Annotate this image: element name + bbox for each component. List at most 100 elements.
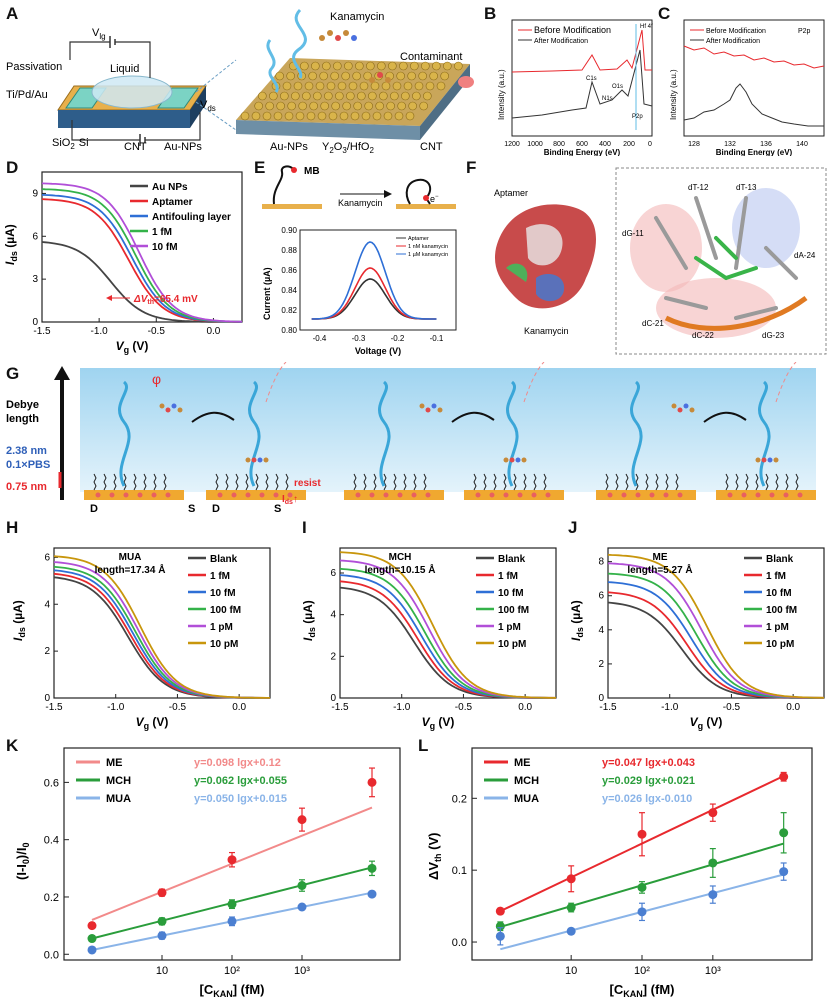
xtick-label: 0.0 — [206, 326, 220, 337]
substrate-edge — [190, 86, 206, 128]
au-nanoparticle — [254, 101, 263, 111]
ytick-label: 4 — [44, 599, 50, 610]
transfer-chart-j: -1.5 -1.0 -0.5 0.0 0 2 4 6 8 Blank 1 fM 10 fM 100 fM… — [569, 547, 825, 731]
au-nanoparticle — [440, 71, 449, 81]
peak-c1s: C1s — [586, 76, 597, 82]
delta-vth-label: ΔVth=65.4 mV — [133, 294, 198, 306]
charge-dot — [273, 492, 279, 498]
data-point — [227, 916, 237, 926]
charge-dot — [797, 492, 803, 498]
residue-label: dC-21 — [642, 319, 664, 328]
xtick-label: 0.0 — [232, 702, 246, 713]
electron-label: e− — [430, 194, 439, 204]
charge-dot — [635, 492, 641, 498]
chart-subtitle: length=10.15 Å — [365, 563, 436, 576]
xtick-label: 10 — [565, 965, 577, 977]
xtick: 140 — [796, 141, 808, 148]
au-nanoparticle — [273, 111, 283, 121]
fit-equation: y=0.029 lgx+0.021 — [602, 775, 695, 787]
legend-label: 10 fM — [498, 588, 524, 599]
charge-dot — [531, 492, 537, 498]
blocker-chain — [755, 473, 759, 491]
data-point — [566, 874, 576, 884]
xtick-label: 0.0 — [518, 702, 532, 713]
legend-before: Before Modification — [534, 25, 611, 35]
au-nanoparticle — [359, 81, 369, 91]
legend-label: Aptamer — [408, 236, 429, 242]
au-nanoparticle — [322, 61, 331, 71]
peak-o1s: O1s — [612, 84, 623, 90]
binding-arrow — [191, 411, 235, 423]
source-label-2: S — [274, 503, 281, 515]
charge-dot — [95, 492, 101, 498]
y-axis-label: ΔVth (V) — [426, 833, 443, 880]
legend-label: Antifouling layer — [152, 212, 231, 223]
series-line — [53, 555, 270, 699]
au-nanoparticle — [339, 111, 349, 121]
au-nanoparticle — [319, 71, 328, 81]
mb-label: MB — [304, 166, 320, 177]
data-point — [297, 815, 307, 825]
bound-kanamycin — [509, 457, 515, 463]
legend-label: MUA — [106, 793, 131, 805]
legend-label: Aptamer — [152, 197, 193, 208]
free-kanamycin — [425, 407, 431, 413]
y-axis-label: Ids (µA) — [569, 600, 585, 641]
blocker-chain — [235, 473, 239, 491]
blocker-chain — [645, 473, 649, 491]
ytick-label: 0 — [598, 693, 604, 704]
data-point — [566, 926, 576, 936]
au-nanoparticle — [366, 61, 375, 71]
au-nanoparticle — [375, 101, 384, 111]
potential-curve — [775, 362, 797, 403]
charge-dot — [109, 492, 115, 498]
au-nanoparticle — [240, 111, 250, 121]
au-nanoparticle — [333, 61, 342, 71]
charge-dot — [383, 492, 389, 498]
bound-kanamycin — [773, 457, 779, 463]
xtick: 132 — [724, 141, 736, 148]
au-nanoparticle — [403, 81, 413, 91]
chart-subtitle: length=17.34 Å — [95, 563, 166, 576]
fit-equation: y=0.050 lgx+0.015 — [194, 793, 287, 805]
legend-label: Blank — [766, 554, 794, 565]
blocker-chain — [735, 473, 739, 491]
legend-label: 100 fM — [498, 605, 529, 616]
au-nanoparticle — [344, 61, 353, 71]
panel-label-c: C — [658, 4, 671, 23]
gate-block — [344, 490, 444, 500]
legend-after: After Modification — [706, 38, 760, 45]
ytick-label: 0 — [44, 693, 50, 704]
electrochem-chart: MB Kanamycin e− -0.4 -0.3 -0.2 -0.1 0.80 0.82… — [262, 165, 457, 356]
au-nanoparticle — [379, 91, 388, 101]
au-nanoparticle — [423, 91, 432, 101]
y-axis-label: (I-I0)/I0 — [14, 843, 31, 880]
phi-label: φ — [152, 371, 161, 387]
vds-label: Vds — [200, 99, 216, 113]
au-nanoparticle — [399, 61, 408, 71]
gate-block — [84, 490, 184, 500]
data-point — [708, 890, 718, 900]
au-nanoparticle — [353, 101, 362, 111]
au-nanoparticle — [419, 101, 428, 111]
vds-wire — [71, 120, 140, 141]
panel-label-j: J — [568, 518, 578, 537]
blocker-chain — [265, 473, 269, 491]
data-point — [495, 931, 505, 941]
legend-label: 100 fM — [766, 605, 797, 616]
kanamycin-label: Kanamycin — [338, 198, 383, 208]
data-point — [779, 828, 789, 838]
bound-kanamycin — [257, 457, 263, 463]
y-axis-label: Ids (µA) — [301, 600, 317, 641]
au-nanoparticle — [300, 61, 309, 71]
au-nanoparticle — [397, 101, 406, 111]
au-nanoparticle — [313, 91, 322, 101]
kanamycin-label: Kanamycin — [524, 326, 569, 336]
bound-kanamycin — [263, 457, 269, 463]
peak-p2p: P2p — [632, 114, 643, 120]
charge-dot — [727, 492, 733, 498]
potential-curve — [265, 362, 287, 403]
au-nanoparticle — [275, 71, 284, 81]
xtick: 800 — [553, 141, 565, 148]
xtick-label: -0.3 — [352, 334, 366, 343]
